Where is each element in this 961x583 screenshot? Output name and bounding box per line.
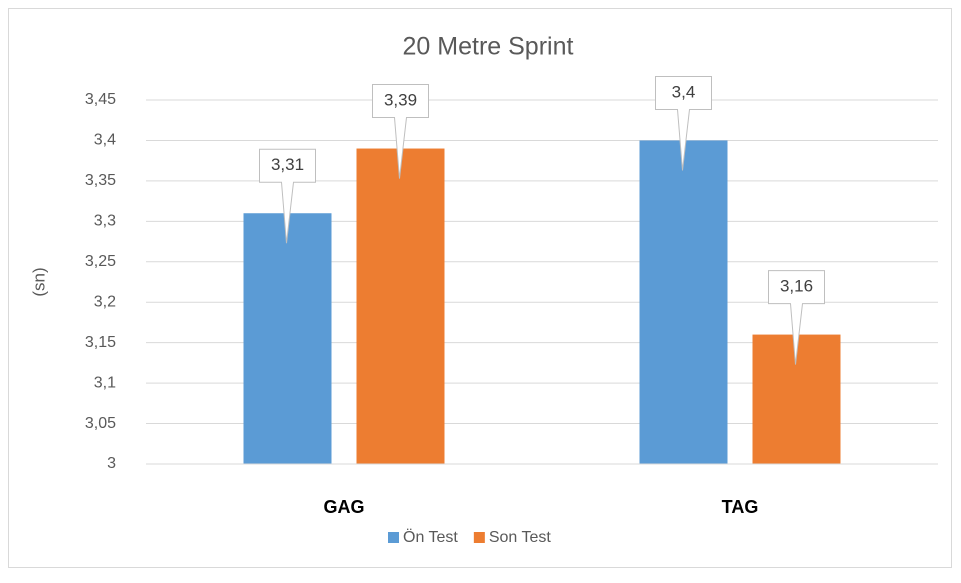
y-tick-label: 3,2	[94, 293, 116, 310]
y-tick-label: 3,45	[85, 91, 116, 108]
data-label: 3,4	[672, 82, 696, 101]
y-tick-label: 3,3	[94, 213, 116, 230]
y-tick-label: 3,05	[85, 415, 116, 432]
x-tick-label: GAG	[323, 497, 364, 517]
data-label: 3,31	[271, 155, 304, 174]
legend-label: Son Test	[489, 529, 552, 546]
callout-box	[259, 148, 316, 244]
y-axis-label: (sn)	[29, 267, 48, 296]
y-tick-label: 3,15	[85, 334, 116, 351]
bar	[639, 140, 728, 464]
y-tick-label: 3	[107, 455, 116, 472]
callout-box	[655, 75, 712, 171]
callout-box	[372, 84, 429, 179]
legend-label: Ön Test	[403, 528, 458, 546]
data-label: 3,16	[780, 277, 813, 296]
bar	[243, 213, 332, 464]
chart-title: 20 Metre Sprint	[403, 33, 574, 61]
data-label: 3,39	[384, 91, 417, 110]
y-tick-label: 3,1	[94, 374, 116, 391]
callout-box	[768, 270, 825, 365]
legend-swatch	[473, 532, 485, 543]
legend-swatch	[388, 532, 399, 543]
y-tick-label: 3,35	[85, 172, 116, 189]
x-tick-label: TAG	[722, 497, 759, 517]
y-tick-label: 3,25	[85, 253, 116, 270]
y-tick-label: 3,4	[94, 132, 116, 149]
bar	[356, 148, 445, 465]
